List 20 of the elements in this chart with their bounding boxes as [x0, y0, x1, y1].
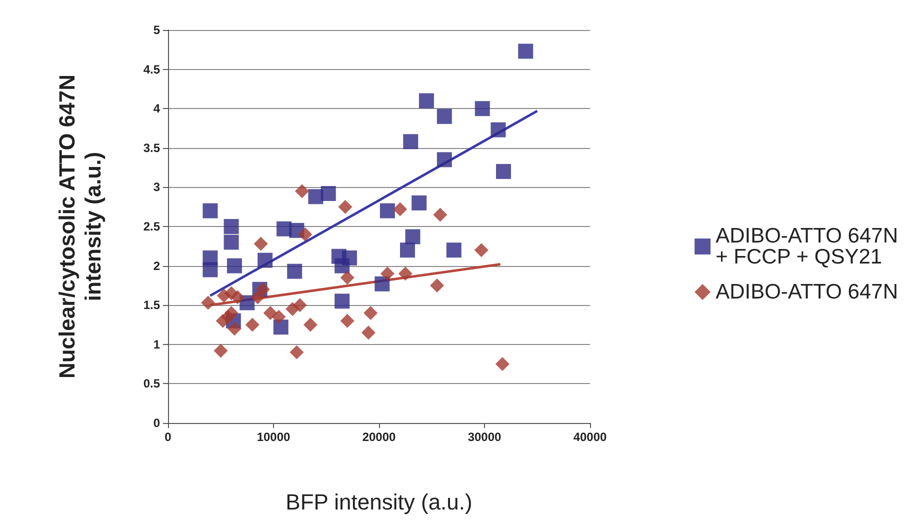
- y-tick-label: 1: [153, 337, 160, 352]
- x-tick-label: 20000: [362, 430, 396, 444]
- y-tick-label: 4: [153, 102, 160, 116]
- y-tick-label: 0: [153, 416, 160, 430]
- y-tick-label: 4.5: [143, 62, 160, 76]
- x-tick-label: 40000: [573, 430, 608, 444]
- y-tick-label: 5: [153, 23, 160, 37]
- legend-label: ADIBO-ATTO 647N + FCCP + QSY21: [716, 224, 898, 268]
- x-axis-title: BFP intensity (a.u.): [286, 490, 472, 514]
- legend-label: ADIBO-ATTO 647N: [716, 280, 898, 304]
- y-tick-label: 3: [153, 180, 160, 194]
- x-tick-label: 0: [164, 430, 172, 444]
- y-tick-label: 1.5: [143, 298, 160, 312]
- y-tick-label: 2: [153, 258, 160, 273]
- y-tick-label: 2.5: [143, 220, 160, 234]
- y-tick-label: 3.5: [143, 140, 160, 155]
- y-axis-title: Nuclear/cytosolic ATTO 647N intensity (a.u.): [54, 74, 106, 379]
- y-tick-label: 0.5: [143, 376, 160, 391]
- x-tick-label: 30000: [468, 430, 502, 444]
- x-tick-label: 10000: [256, 430, 291, 444]
